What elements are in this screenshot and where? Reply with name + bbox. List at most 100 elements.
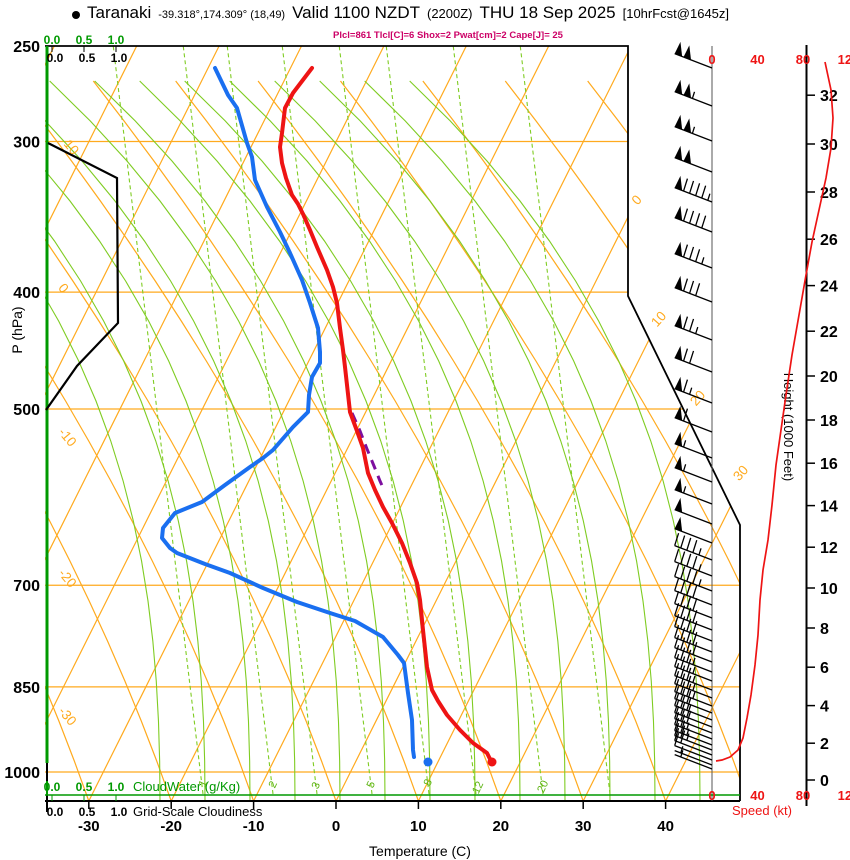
pressure-gridlines [45,140,740,773]
wind-barb [674,175,713,203]
height-tick-label: 16 [820,456,838,473]
temp-tick-label: -20 [160,818,182,835]
speed-tick-label-top: 40 [750,52,764,67]
temp-axis-title: Temperature (C) [369,843,471,859]
height-tick-label: 22 [820,324,838,341]
wind-barb [674,591,713,619]
height-tick-label: 8 [820,621,829,638]
height-tick-label: 32 [820,88,838,105]
wind-barb [674,241,713,269]
height-tick-label: 20 [820,369,838,386]
speed-tick-label-bottom: 80 [796,788,810,803]
cloudiness-scale-bottom: 1.0 [111,805,128,819]
pressure-axis-title: P (hPa) [9,306,25,353]
dry-adiabats [45,80,740,801]
cloudwater-scale-bottom: 1.0 [108,780,125,794]
wind-barb [674,455,713,483]
cloudwater-scale-top: 1.0 [108,33,125,47]
temp-tick-label: 40 [657,818,674,835]
height-tick-label: 2 [820,736,829,753]
valid-zulu: (2200Z) [426,6,473,21]
cloudwater-scale-bottom: 0.5 [76,780,93,794]
title-row: Taranaki -39.318°,174.309° (18,49) Valid… [72,3,729,23]
wind-barb [674,345,713,373]
wind-barb [674,603,713,631]
valid-date: THU 18 Sep 2025 [479,3,616,22]
height-tick-label: 10 [820,581,838,598]
wind-barb [674,746,713,766]
temp-tick-label: 0 [332,818,340,835]
wind-barbs [674,41,713,770]
speed-tick-label-top: 120 [838,52,850,67]
wind-barb [674,671,713,699]
mixing-ratio-label: 5 [365,779,378,790]
valid-time: Valid 1100 NZDT [292,3,420,22]
temperature-axis: -30 -20 -10 0 10 20 30 40 Temperature (C) [78,801,674,859]
speed-axis: 0040408080120120Speed (kt) [708,52,850,818]
wind-barb [674,145,713,173]
cloudiness-scale-bottom: 0.5 [79,805,96,819]
wind-barb [674,635,713,663]
wind-barb [674,614,713,642]
cloudiness-axis-title: Grid-Scale Cloudiness [133,804,263,819]
isotherm-label: 30 [730,462,751,483]
speed-tick-label-top: 0 [708,52,715,67]
pressure-tick-label: 700 [13,578,40,595]
height-axis-title: Height (1000 Feet) [781,373,796,481]
mixing-ratio-label: 1 [197,778,210,789]
isotherm-label: 10 [648,308,669,329]
sounding-parameters: Plcl=861 Tlcl[C]=6 Shox=2 Pwat[cm]=2 Cap… [333,30,563,41]
speed-tick-label-top: 80 [796,52,810,67]
mixing-ratio-label: 2 [267,779,280,790]
dry-adiabat-label: -20 [55,566,79,591]
wind-barb [674,625,713,653]
temp-tick-label: -30 [78,818,100,835]
isotherms [45,46,740,801]
wind-barb [674,205,713,233]
height-tick-label: 4 [820,699,829,716]
surface-temperature-dot [487,757,497,767]
temperature-curve [278,66,494,764]
wind-barb [674,114,713,142]
temp-tick-label: 30 [575,818,592,835]
pressure-tick-label: 400 [13,285,40,302]
speed-axis-title: Speed (kt) [732,803,792,818]
dry-adiabat-label: -30 [55,704,79,729]
wind-barb [674,275,713,303]
wind-barb [674,686,713,714]
cloudiness-scale-bottom: 0.0 [47,805,64,819]
station-name: Taranaki [87,3,152,22]
wind-barb [674,533,713,561]
height-tick-label: 26 [820,232,838,249]
cloudwater-scale-top: 0.5 [76,33,93,47]
pressure-tick-label: 250 [13,39,40,56]
field-lines [45,46,740,801]
height-tick-label: 14 [820,499,838,516]
mixing-ratio-label: 12 [470,780,486,796]
height-tick-label: 24 [820,279,838,296]
pressure-tick-label: 500 [13,402,40,419]
dry-adiabat-label: 0 [55,280,71,295]
pressure-tick-label: 300 [13,134,40,151]
wind-barb [674,313,713,341]
speed-tick-label-bottom: 40 [750,788,764,803]
wind-barb [674,549,713,577]
pressure-axis: 250 300 400 500 700 850 1000 P (hPa) [4,39,40,782]
pressure-tick-label: 1000 [4,765,40,782]
station-bullet-icon [72,11,80,19]
moist-adiabats [45,80,701,801]
height-tick-label: 30 [820,137,838,154]
surface-dewpoint-dot [423,757,433,767]
cloudiness-scale-top: 1.0 [111,51,128,65]
wind-barb [674,79,713,107]
wind-barb [674,41,713,69]
wind-barb [674,477,713,505]
wind-barb [674,564,713,592]
wind-barb [674,431,713,459]
height-tick-label: 6 [820,660,829,677]
wind-barb [674,376,713,404]
mixing-ratio-label: 3 [310,780,323,791]
wind-speed-curve [715,61,834,762]
wind-barb [674,679,713,707]
